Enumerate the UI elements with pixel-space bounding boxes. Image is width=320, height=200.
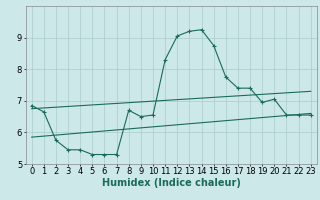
X-axis label: Humidex (Indice chaleur): Humidex (Indice chaleur) <box>102 178 241 188</box>
